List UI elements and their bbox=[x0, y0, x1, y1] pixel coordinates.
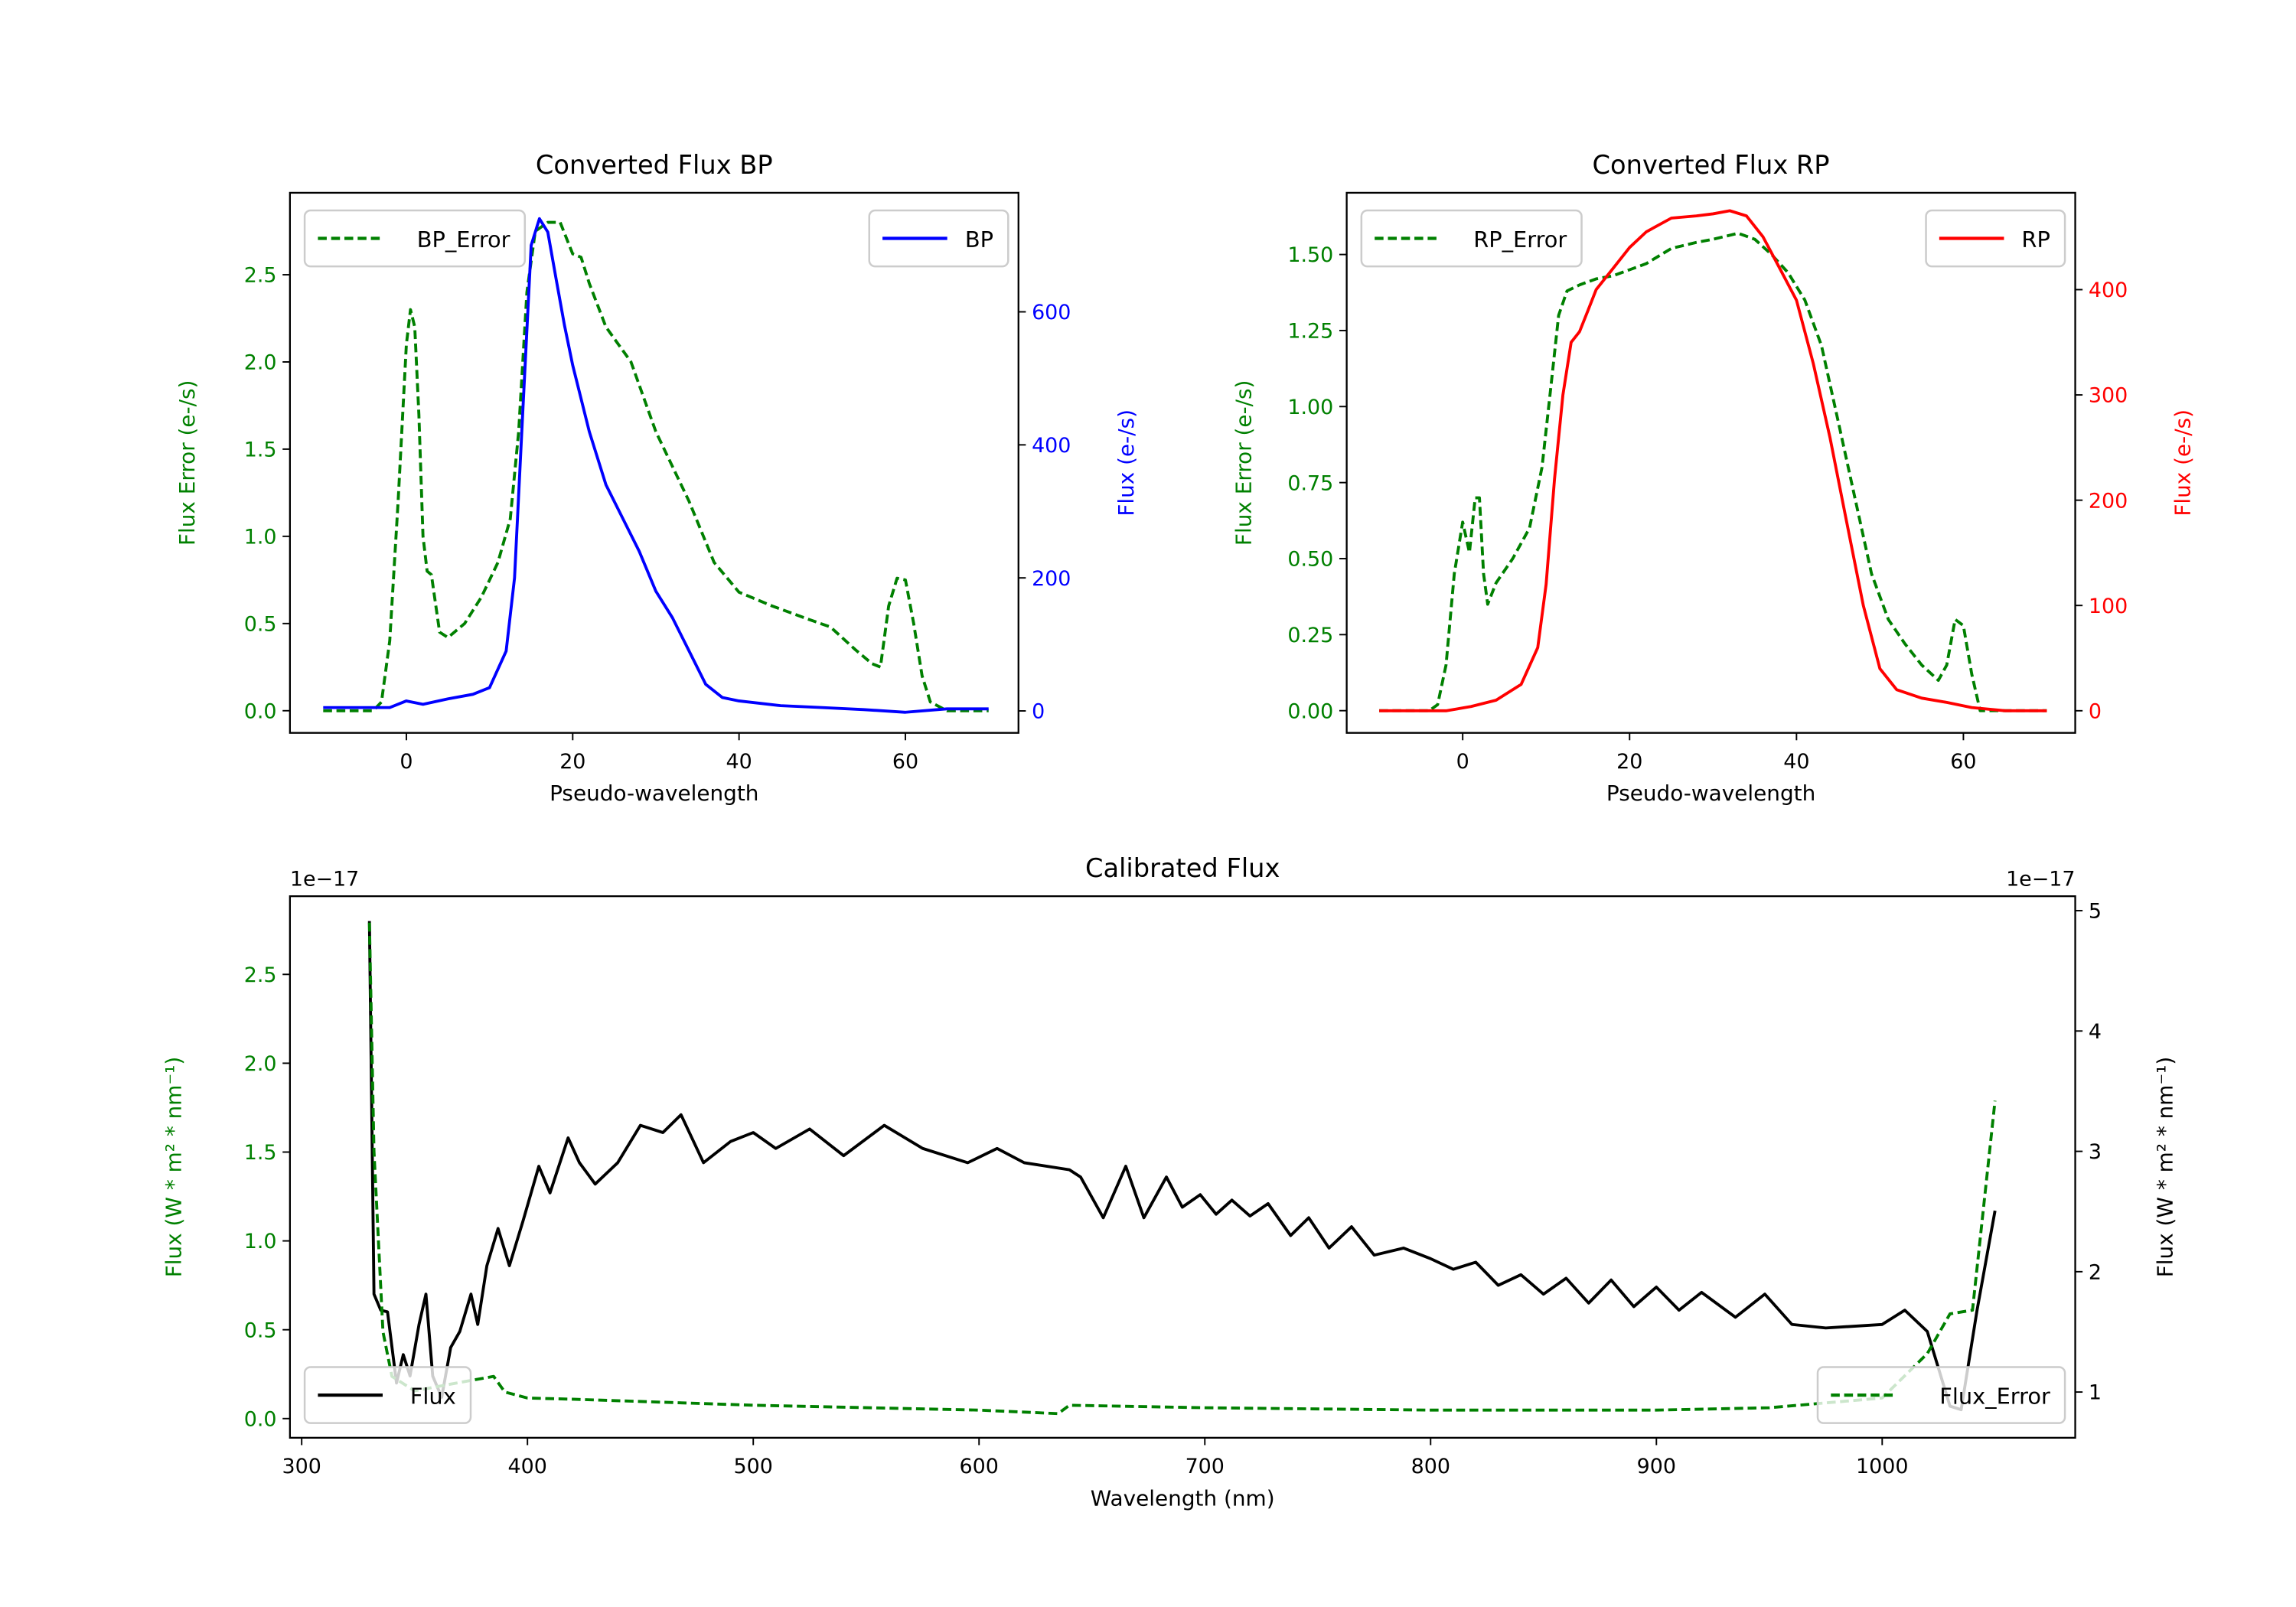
y-left-axis-label: Flux Error (e-/s) bbox=[1231, 380, 1257, 546]
x-axis-label: Wavelength (nm) bbox=[1091, 1485, 1275, 1511]
chart-cal: 300 400 500 600 700 800 900 1000 0.0 0.5 1.0 1.5 2.0… bbox=[161, 853, 2178, 1511]
chart-rp: 0 20 40 60 0.00 0.25 0.50 0.75 1.00 1.25 1.50 0 100 2… bbox=[1231, 150, 2196, 806]
chart-title: Calibrated Flux bbox=[1085, 853, 1280, 883]
y-right-tick-label: 200 bbox=[2089, 489, 2128, 513]
legend-rp_error: RP_Error bbox=[1360, 209, 1583, 268]
y-right-tick-label: 5 bbox=[2089, 900, 2102, 924]
y-right-tick-label: 1 bbox=[2089, 1381, 2102, 1405]
y-left-tick-label: 0.75 bbox=[1287, 471, 1333, 495]
legend-flux: Flux bbox=[303, 1366, 472, 1424]
x-axis-label: Pseudo-wavelength bbox=[550, 781, 758, 806]
series-line-rp bbox=[1379, 209, 2047, 712]
x-tick-label: 300 bbox=[282, 1455, 321, 1478]
series-line-bp bbox=[323, 217, 989, 714]
legend-flux_error: Flux_Error bbox=[1816, 1366, 2066, 1424]
x-tick-label: 60 bbox=[892, 750, 918, 774]
y-left-tick-label: 0.5 bbox=[244, 612, 277, 636]
chart-bp: 0 20 40 60 0.0 0.5 1.0 1.5 2.0 2.5 0 200 400 600 Conve… bbox=[174, 150, 1139, 806]
legend-frame bbox=[1360, 209, 1583, 268]
chart-title: Converted Flux BP bbox=[536, 150, 773, 180]
legend-frame bbox=[303, 1366, 472, 1424]
axes-frame bbox=[1345, 191, 2076, 734]
y-left-axis-label: Flux (W * m² * nm⁻¹) bbox=[161, 1057, 187, 1277]
x-tick-label: 500 bbox=[734, 1455, 773, 1478]
legend-bp_error: BP_Error bbox=[303, 209, 527, 268]
legend-label: RP_Error bbox=[1473, 227, 1567, 253]
y-right-tick-label: 0 bbox=[2089, 699, 2102, 723]
x-tick-label: 700 bbox=[1186, 1455, 1225, 1478]
legend-rp: RP bbox=[1925, 209, 2066, 268]
x-tick-label: 40 bbox=[726, 750, 752, 774]
y-right-tick-label: 3 bbox=[2089, 1140, 2102, 1164]
axes-frame bbox=[289, 895, 2076, 1439]
y-left-tick-label: 0.50 bbox=[1287, 548, 1333, 572]
y-left-tick-label: 0.00 bbox=[1287, 699, 1333, 723]
y-right-tick-label: 600 bbox=[1032, 301, 1071, 324]
y-left-tick-label: 0.5 bbox=[244, 1319, 277, 1342]
y-right-offset-label: 1e−17 bbox=[2006, 868, 2075, 892]
legend-label: Flux bbox=[410, 1384, 456, 1410]
y-left-tick-label: 1.5 bbox=[244, 1141, 277, 1165]
legend-label: RP bbox=[2021, 227, 2050, 253]
x-axis-label: Pseudo-wavelength bbox=[1606, 781, 1815, 806]
series-line-flux bbox=[367, 921, 1997, 1412]
x-tick-label: 40 bbox=[1783, 750, 1809, 774]
y-right-axis-label: Flux (e-/s) bbox=[2170, 409, 2196, 517]
y-left-tick-label: 1.5 bbox=[244, 438, 277, 462]
x-tick-label: 400 bbox=[508, 1455, 547, 1478]
legend-label: BP_Error bbox=[417, 227, 510, 253]
x-tick-label: 800 bbox=[1411, 1455, 1450, 1478]
x-tick-label: 60 bbox=[1950, 750, 1976, 774]
y-left-tick-label: 1.0 bbox=[244, 1230, 277, 1253]
chart-title: Converted Flux RP bbox=[1593, 150, 1830, 180]
y-right-tick-label: 4 bbox=[2089, 1020, 2102, 1044]
y-right-tick-label: 2 bbox=[2089, 1260, 2102, 1284]
y-left-tick-label: 2.0 bbox=[244, 1052, 277, 1076]
y-right-tick-label: 100 bbox=[2089, 595, 2128, 618]
x-tick-label: 600 bbox=[960, 1455, 999, 1478]
axes-frame bbox=[289, 191, 1019, 734]
y-right-tick-label: 200 bbox=[1032, 567, 1071, 591]
y-right-tick-label: 400 bbox=[2089, 279, 2128, 302]
y-left-tick-label: 0.0 bbox=[244, 699, 277, 723]
y-left-axis-label: Flux Error (e-/s) bbox=[174, 380, 200, 546]
y-left-tick-label: 0.0 bbox=[244, 1407, 277, 1431]
y-left-tick-label: 2.0 bbox=[244, 351, 277, 375]
series-line-bp_error bbox=[323, 220, 989, 712]
x-tick-label: 0 bbox=[400, 750, 413, 774]
y-right-axis-label: Flux (e-/s) bbox=[1114, 409, 1139, 517]
series-line-rp_error bbox=[1379, 231, 2047, 712]
x-tick-label: 900 bbox=[1637, 1455, 1676, 1478]
legend-label: Flux_Error bbox=[1939, 1384, 2050, 1410]
y-left-tick-label: 2.5 bbox=[244, 963, 277, 987]
y-right-tick-label: 400 bbox=[1032, 434, 1071, 458]
y-right-axis-label: Flux (W * m² * nm⁻¹) bbox=[2152, 1057, 2177, 1277]
y-left-tick-label: 0.25 bbox=[1287, 624, 1333, 647]
legend-frame bbox=[1816, 1366, 2066, 1424]
legend-label: BP bbox=[965, 227, 993, 253]
y-right-tick-label: 0 bbox=[1032, 700, 1045, 724]
y-left-tick-label: 1.00 bbox=[1287, 396, 1333, 419]
y-right-tick-label: 300 bbox=[2089, 384, 2128, 408]
x-tick-label: 0 bbox=[1456, 750, 1469, 774]
legend-bp: BP bbox=[868, 209, 1009, 268]
y-left-tick-label: 1.25 bbox=[1287, 320, 1333, 344]
y-left-tick-label: 1.0 bbox=[244, 525, 277, 549]
y-left-offset-label: 1e−17 bbox=[290, 868, 359, 892]
legend-frame bbox=[303, 209, 527, 268]
x-tick-label: 20 bbox=[559, 750, 585, 774]
x-tick-label: 1000 bbox=[1856, 1455, 1908, 1478]
y-left-tick-label: 2.5 bbox=[244, 264, 277, 288]
x-tick-label: 20 bbox=[1616, 750, 1642, 774]
y-left-tick-label: 1.50 bbox=[1287, 243, 1333, 267]
